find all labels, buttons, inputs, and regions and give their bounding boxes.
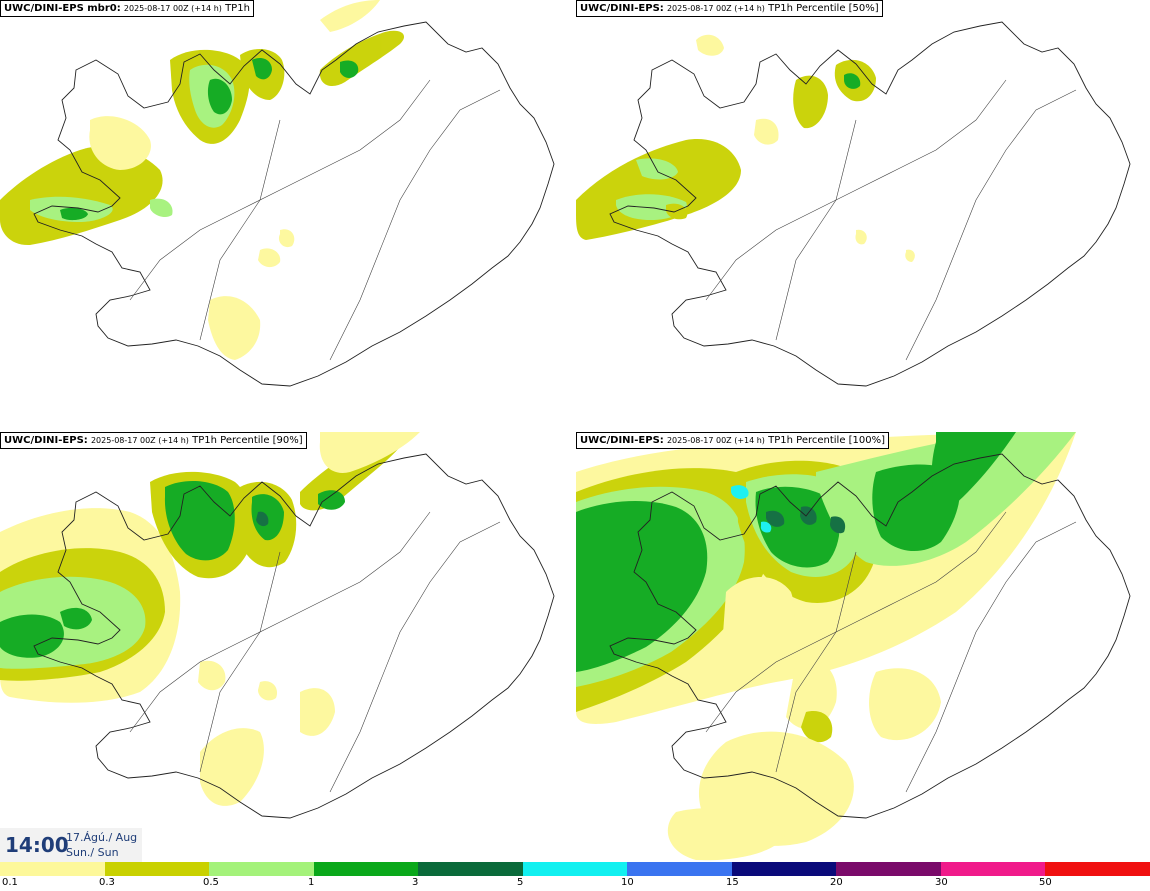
- model-name: UWC/DINI-EPS mbr0: [4, 3, 117, 14]
- map-panel-member0: UWC/DINI-EPS mbr0: 2025-08-17 00Z (+14 h…: [0, 0, 574, 430]
- panel-title: UWC/DINI-EPS: 2025-08-17 00Z (+14 h) TP1…: [0, 432, 307, 449]
- precip-map: [0, 0, 555, 387]
- valid-date: 17.Ágú./ Aug: [66, 831, 138, 844]
- legend-tick-label: 0.3: [99, 877, 115, 888]
- legend-tick-label: 15: [726, 877, 739, 888]
- model-name: UWC/DINI-EPS: [580, 435, 660, 446]
- legend-tick-label: 5: [517, 877, 524, 888]
- run-time: 2025-08-17 00Z (+14 h): [666, 436, 765, 445]
- legend-swatch: [627, 862, 732, 876]
- field-name: TP1h: [225, 3, 250, 14]
- legend-tick-label: 30: [935, 877, 948, 888]
- legend-swatch: [104, 862, 210, 876]
- legend-swatch: [940, 862, 1046, 876]
- legend-swatch: [1045, 862, 1150, 876]
- map-panel-p90: UWC/DINI-EPS: 2025-08-17 00Z (+14 h) TP1…: [0, 432, 574, 862]
- model-name: UWC/DINI-EPS: [580, 3, 660, 14]
- legend-tick-label: 3: [412, 877, 419, 888]
- valid-day: Sun./ Sun: [66, 846, 119, 859]
- legend-swatch: [313, 862, 419, 876]
- legend-swatch: [731, 862, 837, 876]
- precip-map: [576, 21, 1131, 387]
- valid-time: 14:00: [5, 833, 69, 857]
- legend-swatch: [0, 862, 105, 876]
- panel-title: UWC/DINI-EPS: 2025-08-17 00Z (+14 h) TP1…: [576, 0, 883, 17]
- legend-ticks: 0.1 0.3 0.5 1 3 5 10 15 20 30 50: [0, 876, 1150, 891]
- legend-tick-label: 0.5: [203, 877, 219, 888]
- map-panel-p50: UWC/DINI-EPS: 2025-08-17 00Z (+14 h) TP1…: [576, 0, 1150, 430]
- run-time: 2025-08-17 00Z (+14 h): [90, 436, 189, 445]
- model-name: UWC/DINI-EPS: [4, 435, 84, 446]
- legend-tick-label: 0.1: [2, 877, 18, 888]
- field-name: TP1h Percentile [50%]: [768, 3, 879, 14]
- legend-tick-label: 10: [621, 877, 634, 888]
- legend-swatch: [209, 862, 314, 876]
- panel-title: UWC/DINI-EPS mbr0: 2025-08-17 00Z (+14 h…: [0, 0, 254, 17]
- panel-title: UWC/DINI-EPS: 2025-08-17 00Z (+14 h) TP1…: [576, 432, 890, 449]
- map-panel-p100: UWC/DINI-EPS: 2025-08-17 00Z (+14 h) TP1…: [576, 432, 1150, 862]
- precip-map: [0, 432, 555, 819]
- run-time: 2025-08-17 00Z (+14 h): [123, 4, 222, 13]
- legend-swatch: [418, 862, 523, 876]
- legend-tick-label: 50: [1039, 877, 1052, 888]
- precip-map: [576, 432, 1131, 861]
- run-time: 2025-08-17 00Z (+14 h): [666, 4, 765, 13]
- field-name: TP1h Percentile [100%]: [768, 435, 886, 446]
- legend-color-bar: [0, 862, 1150, 876]
- legend-tick-label: 1: [308, 877, 315, 888]
- legend-swatch: [836, 862, 941, 876]
- color-legend: 0.1 0.3 0.5 1 3 5 10 15 20 30 50: [0, 862, 1150, 891]
- legend-tick-label: 20: [830, 877, 843, 888]
- valid-time-box: 14:00 17.Ágú./ Aug Sun./ Sun: [0, 828, 142, 862]
- field-name: TP1h Percentile [90%]: [192, 435, 303, 446]
- legend-swatch: [522, 862, 628, 876]
